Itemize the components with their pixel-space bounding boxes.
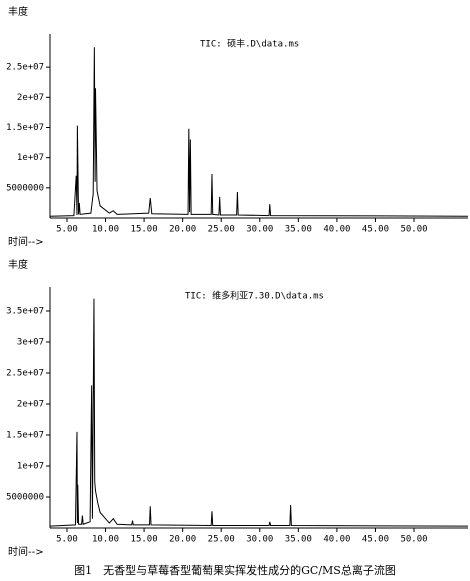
y-tick-label: 2.5e+07: [6, 368, 44, 378]
x-tick-label: 40.00: [323, 225, 350, 235]
x-axis-label: 时间-->: [8, 235, 44, 248]
y-tick-label: 5000000: [6, 492, 44, 502]
y-tick-label: 2e+07: [17, 93, 44, 103]
annotation: TIC: 维多利亚7.30.D\data.ms: [185, 290, 324, 302]
x-tick-label: 25.00: [208, 225, 235, 235]
y-tick-label: 1e+07: [17, 461, 44, 471]
y-tick-label: 1e+07: [17, 153, 44, 163]
x-tick-label: 20.00: [169, 225, 196, 235]
y-axis-label: 丰度: [8, 258, 28, 271]
y-tick-label: 1.5e+07: [6, 123, 44, 133]
chromatogram-line: [49, 298, 469, 527]
x-tick-label: 15.00: [131, 225, 158, 235]
annotation: TIC: 硕丰.D\data.ms: [200, 38, 299, 50]
y-tick-label: 3e+07: [17, 337, 44, 347]
y-tick-label: 2.5e+07: [6, 63, 44, 73]
y-tick-label: 2e+07: [17, 399, 44, 409]
x-tick-label: 15.00: [131, 535, 158, 545]
y-tick-label: 3.5e+07: [6, 306, 44, 316]
x-tick-label: 35.00: [285, 535, 312, 545]
x-tick-label: 40.00: [323, 535, 350, 545]
x-tick-label: 50.00: [400, 225, 427, 235]
x-tick-label: 20.00: [169, 535, 196, 545]
x-axis-label: 时间-->: [8, 545, 44, 558]
x-tick-label: 35.00: [285, 225, 312, 235]
y-tick-label: 1.5e+07: [6, 430, 44, 440]
x-tick-label: 5.00: [56, 225, 78, 235]
x-tick-label: 45.00: [362, 225, 389, 235]
x-tick-label: 25.00: [208, 535, 235, 545]
y-tick-label: 5000000: [6, 183, 44, 193]
x-tick-label: 50.00: [400, 535, 427, 545]
x-tick-label: 45.00: [362, 535, 389, 545]
chromatogram-line: [49, 47, 469, 217]
x-tick-label: 5.00: [56, 535, 78, 545]
y-axis-label: 丰度: [8, 5, 28, 18]
x-tick-label: 10.00: [92, 225, 119, 235]
x-tick-label: 30.00: [246, 225, 273, 235]
x-tick-label: 30.00: [246, 535, 273, 545]
x-tick-label: 10.00: [92, 535, 119, 545]
figure-caption: 图1 无香型与草莓香型葡萄果实挥发性成分的GC/MS总离子流图: [74, 563, 396, 577]
